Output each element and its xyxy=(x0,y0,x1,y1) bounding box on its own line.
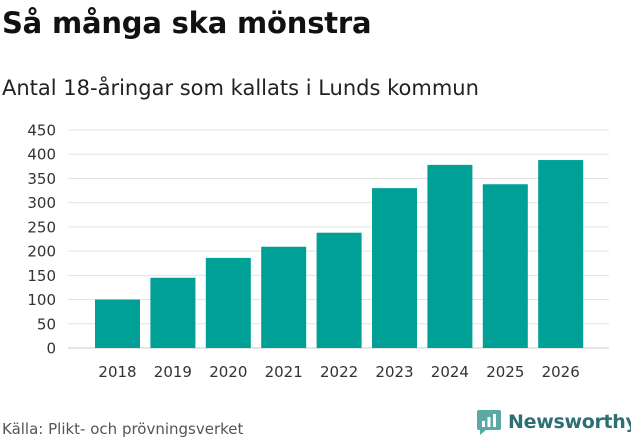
newsworthy-chat-icon xyxy=(477,410,501,435)
x-axis-ticks: 2018 2019 2020 2021 2022 2023 2024 2025 2026 xyxy=(98,363,579,381)
x-tick-label: 2024 xyxy=(431,363,469,381)
y-tick-label: 100 xyxy=(27,291,56,309)
bar-2021 xyxy=(261,246,307,348)
bar-chart: 0 50 100 150 200 250 300 350 400 450 2018 2019 2020… xyxy=(27,122,609,381)
brand-name: Newsworthy xyxy=(508,411,631,433)
x-tick-label: 2025 xyxy=(486,363,524,381)
bar-2024 xyxy=(427,164,473,348)
y-tick-label: 350 xyxy=(27,170,56,188)
x-tick-label: 2026 xyxy=(542,363,580,381)
y-tick-label: 450 xyxy=(27,122,56,140)
y-tick-label: 400 xyxy=(27,146,56,164)
bar-2023 xyxy=(372,188,417,348)
bars xyxy=(95,160,584,348)
newsworthy-logo: Newsworthy xyxy=(476,406,631,438)
bar-2019 xyxy=(150,277,196,348)
y-tick-label: 50 xyxy=(37,315,56,333)
y-axis-ticks: 0 50 100 150 200 250 300 350 400 450 xyxy=(27,122,56,358)
x-tick-label: 2022 xyxy=(320,363,358,381)
x-tick-label: 2021 xyxy=(265,363,303,381)
y-tick-label: 250 xyxy=(27,218,56,236)
y-tick-label: 150 xyxy=(27,267,56,285)
source-note: Källa: Plikt- och prövningsverket xyxy=(2,420,244,438)
bar-2020 xyxy=(205,257,251,348)
x-tick-label: 2019 xyxy=(154,363,192,381)
bar-2018 xyxy=(95,299,140,348)
y-tick-label: 200 xyxy=(27,243,56,261)
bar-2022 xyxy=(316,232,362,348)
bar-2026 xyxy=(538,160,584,348)
y-tick-label: 0 xyxy=(46,340,56,358)
x-tick-label: 2020 xyxy=(209,363,247,381)
bar-2025 xyxy=(482,184,528,348)
x-tick-label: 2023 xyxy=(375,363,413,381)
x-tick-label: 2018 xyxy=(98,363,136,381)
chart-title: Så många ska mönstra xyxy=(2,6,372,40)
chart-subtitle: Antal 18-åringar som kallats i Lunds kom… xyxy=(2,76,479,100)
y-tick-label: 300 xyxy=(27,194,56,212)
